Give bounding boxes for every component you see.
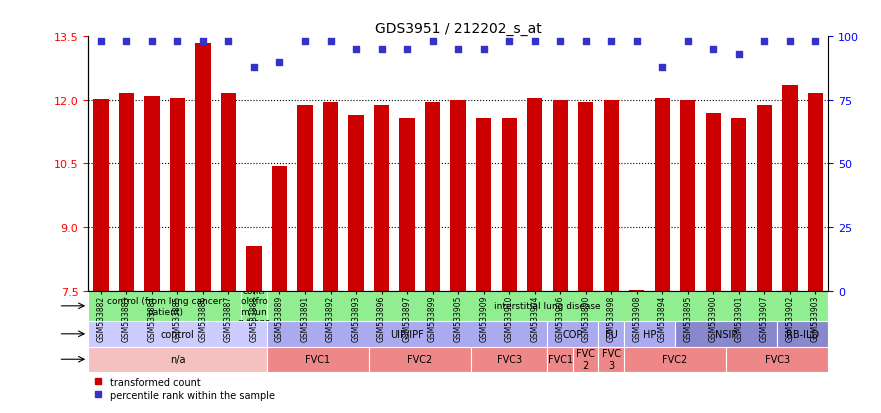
Text: FVC
3: FVC 3	[602, 349, 621, 370]
Bar	[88, 347, 267, 372]
Bar	[598, 347, 624, 372]
Point	[579, 39, 593, 45]
Bar	[267, 347, 369, 372]
Bar	[552, 101, 568, 291]
Point	[681, 39, 695, 45]
Text: FVC3: FVC3	[765, 354, 789, 364]
Bar	[221, 94, 236, 291]
Text: FVC2: FVC2	[663, 354, 688, 364]
Text: control (from lung cancer
patient): control (from lung cancer patient)	[107, 297, 222, 316]
Text: FU: FU	[605, 329, 618, 339]
Point	[119, 39, 133, 45]
Text: RB-ILD: RB-ILD	[786, 329, 819, 339]
Bar	[88, 291, 241, 321]
Text: UIP/IPF: UIP/IPF	[390, 329, 424, 339]
Text: COP: COP	[563, 329, 583, 339]
Point	[93, 39, 107, 45]
Bar	[450, 101, 466, 291]
Bar	[369, 347, 470, 372]
Text: contr
ol (fro
m lun
g trans: contr ol (fro m lun g trans	[238, 286, 270, 326]
Legend: transformed count, percentile rank within the sample: transformed count, percentile rank withi…	[93, 377, 276, 400]
Text: FVC2: FVC2	[407, 354, 433, 364]
Bar	[757, 106, 772, 291]
Bar	[272, 167, 287, 291]
Bar	[267, 291, 828, 321]
Bar	[88, 321, 267, 347]
Bar	[655, 98, 670, 291]
Point	[477, 47, 491, 53]
Bar	[93, 100, 108, 291]
Bar	[267, 321, 547, 347]
Point	[144, 39, 159, 45]
Bar	[348, 115, 364, 291]
Point	[247, 64, 261, 71]
Point	[758, 39, 772, 45]
Bar	[425, 103, 440, 291]
Point	[655, 64, 670, 71]
Point	[553, 39, 567, 45]
Bar	[726, 347, 828, 372]
Bar	[573, 347, 598, 372]
Text: interstitial lung disease: interstitial lung disease	[494, 301, 601, 311]
Bar	[527, 98, 543, 291]
Point	[809, 39, 823, 45]
Bar	[624, 347, 726, 372]
Point	[221, 39, 235, 45]
Text: FVC
2: FVC 2	[576, 349, 596, 370]
Bar	[675, 321, 777, 347]
Point	[528, 39, 542, 45]
Bar	[170, 98, 185, 291]
Point	[783, 39, 797, 45]
Bar	[298, 106, 313, 291]
Point	[349, 47, 363, 53]
Point	[298, 39, 312, 45]
Point	[170, 39, 184, 45]
Bar	[196, 43, 211, 291]
Bar	[680, 101, 695, 291]
Bar	[731, 119, 746, 291]
Title: GDS3951 / 212202_s_at: GDS3951 / 212202_s_at	[374, 22, 542, 36]
Bar	[241, 291, 267, 321]
Text: n/a: n/a	[170, 354, 185, 364]
Bar	[399, 119, 415, 291]
Text: FVC1: FVC1	[305, 354, 330, 364]
Bar	[322, 103, 338, 291]
Bar	[476, 119, 492, 291]
Bar	[119, 94, 134, 291]
Bar	[598, 321, 624, 347]
Bar	[808, 94, 823, 291]
Bar	[782, 86, 797, 291]
Bar	[470, 347, 547, 372]
Point	[502, 39, 516, 45]
Text: HP: HP	[643, 329, 656, 339]
Point	[732, 52, 746, 58]
Bar	[501, 119, 517, 291]
Point	[400, 47, 414, 53]
Bar	[578, 103, 594, 291]
Point	[451, 47, 465, 53]
Point	[604, 39, 618, 45]
Bar	[603, 101, 618, 291]
Bar	[777, 321, 828, 347]
Bar	[624, 321, 675, 347]
Point	[272, 59, 286, 66]
Point	[630, 39, 644, 45]
Point	[323, 39, 337, 45]
Point	[707, 47, 721, 53]
Bar	[706, 114, 721, 291]
Bar	[144, 97, 159, 291]
Bar	[374, 106, 389, 291]
Text: NSIP: NSIP	[714, 329, 737, 339]
Bar	[547, 347, 573, 372]
Point	[374, 47, 389, 53]
Point	[426, 39, 440, 45]
Text: FVC3: FVC3	[497, 354, 522, 364]
Text: control: control	[160, 329, 195, 339]
Text: FVC1: FVC1	[548, 354, 573, 364]
Bar	[247, 247, 262, 291]
Bar	[547, 321, 598, 347]
Point	[196, 39, 210, 45]
Bar	[629, 290, 644, 291]
